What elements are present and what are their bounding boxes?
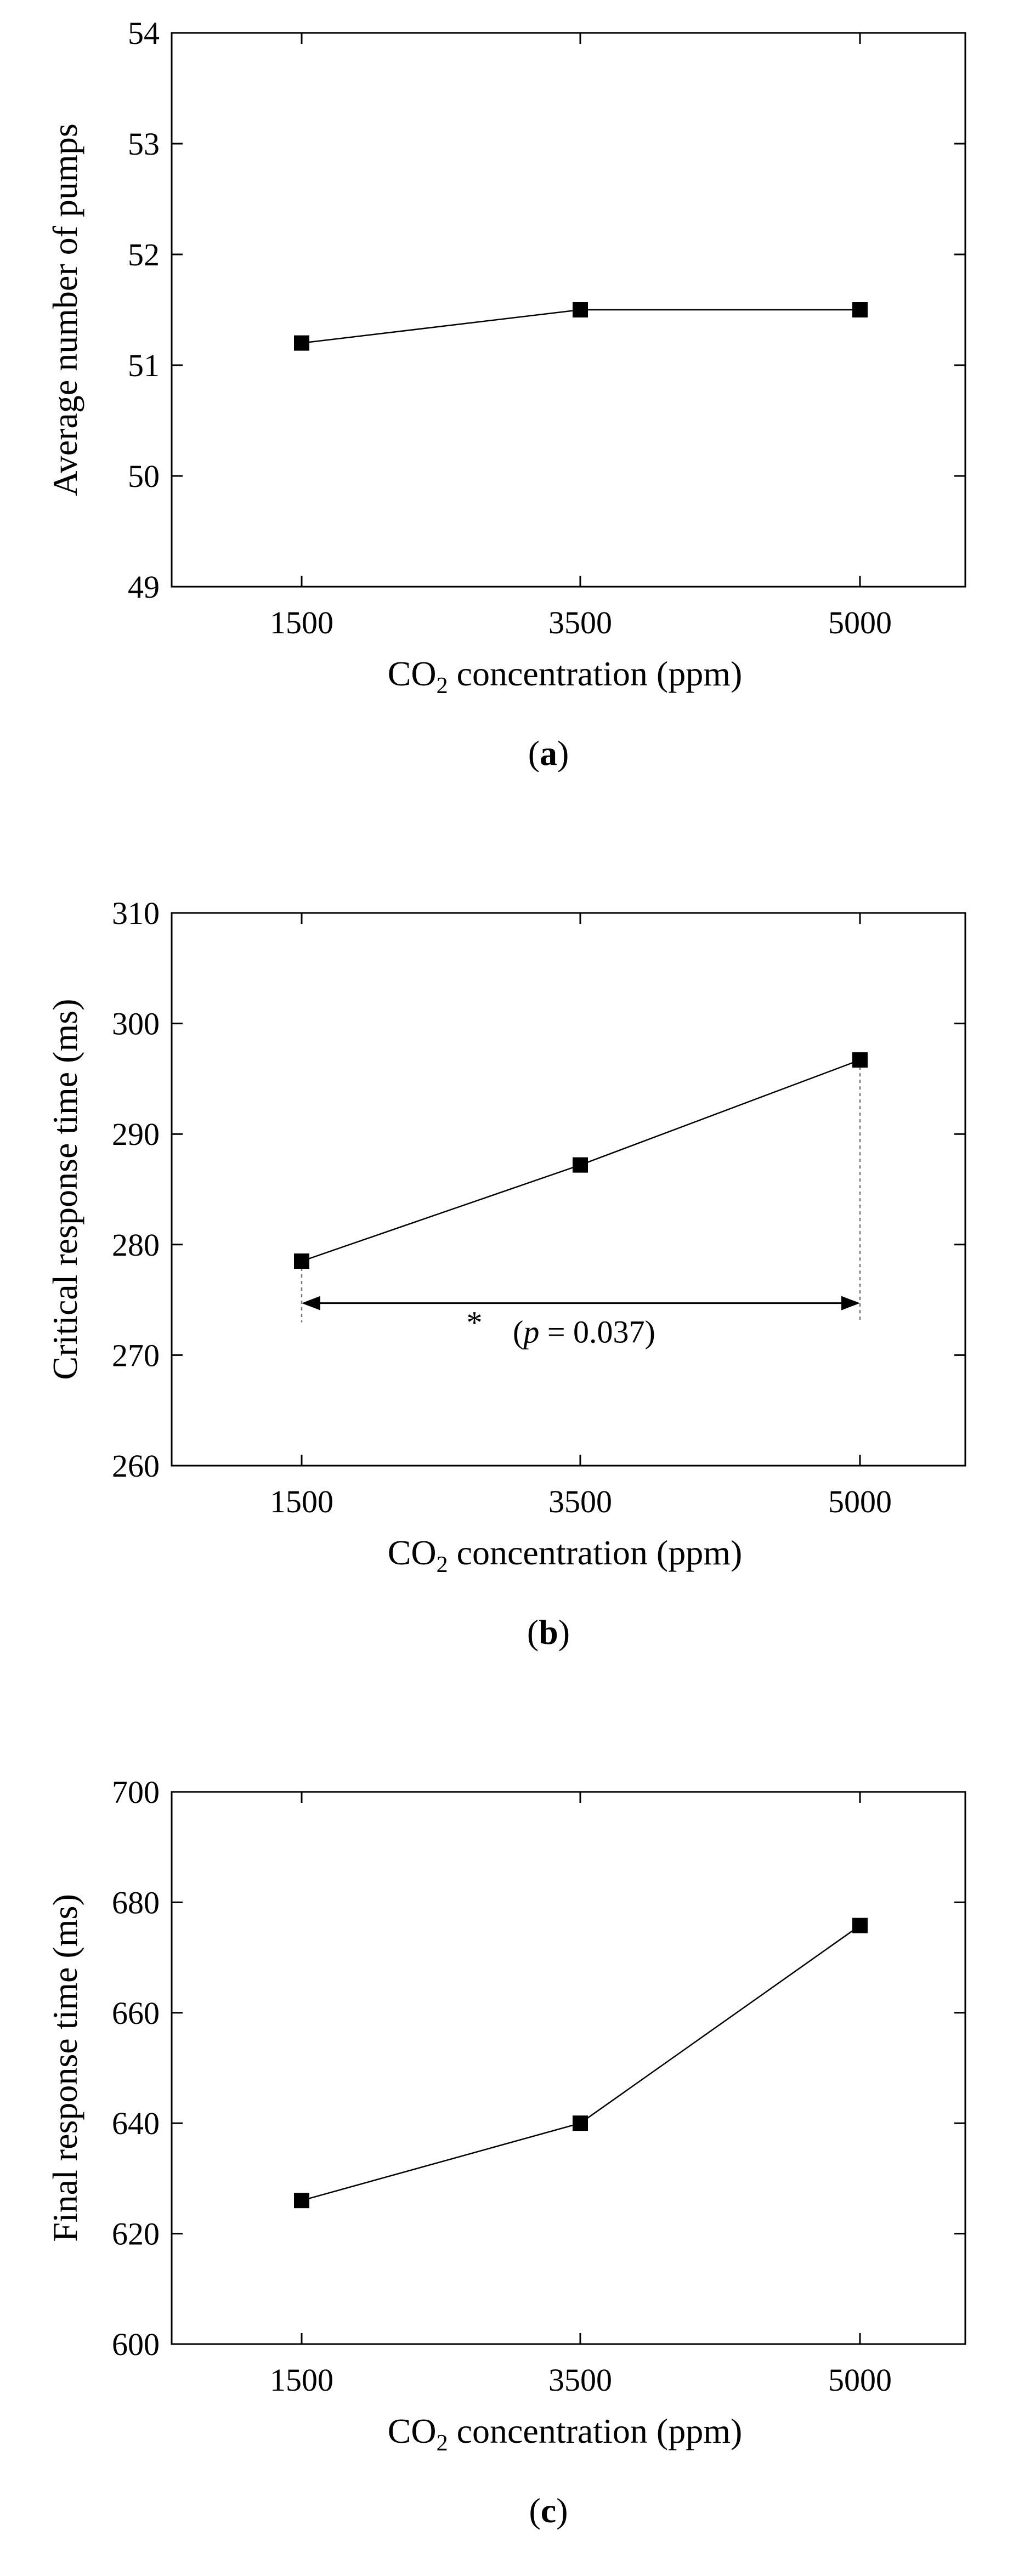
data-point — [294, 335, 309, 351]
x-tick-label: 5000 — [828, 1484, 892, 1519]
data-point — [294, 2193, 309, 2209]
data-point — [573, 1157, 588, 1173]
x-axis-label: CO2 concentration (ppm) — [388, 654, 743, 699]
data-point — [573, 302, 588, 317]
y-tick-label: 51 — [128, 348, 160, 383]
y-tick-label: 290 — [112, 1116, 160, 1152]
data-point — [573, 2115, 588, 2131]
x-tick-label: 5000 — [828, 2362, 892, 2398]
y-tick-label: 260 — [112, 1448, 160, 1484]
chart-panel-b: 260 270 280 290 300 310 1500 3500 5000 * (p = 0.03… — [46, 895, 966, 1652]
arrow-head-right — [841, 1296, 860, 1310]
y-tick-label: 54 — [128, 15, 160, 51]
y-tick-label: 50 — [128, 458, 160, 494]
chart-panel-a: 49 50 51 52 53 54 1500 3500 5000 Average number o… — [46, 15, 966, 773]
y-tick-label: 660 — [112, 1995, 160, 2031]
x-tick-label: 3500 — [548, 2362, 612, 2398]
panel-label: (b) — [527, 1613, 570, 1652]
plot-frame — [171, 32, 966, 588]
series-line — [301, 1925, 861, 2201]
data-point — [852, 302, 868, 317]
panel-label: (a) — [528, 734, 569, 773]
significance-star: * — [467, 1305, 483, 1341]
plot-frame — [171, 912, 966, 1467]
x-tick-label: 1500 — [270, 1484, 333, 1519]
y-tick-label: 700 — [112, 1774, 160, 1810]
y-tick-label: 49 — [128, 569, 160, 605]
y-axis-label: Average number of pumps — [46, 123, 84, 496]
y-tick-label: 640 — [112, 2106, 160, 2141]
y-tick-label: 53 — [128, 126, 160, 162]
y-tick-label: 270 — [112, 1337, 160, 1373]
y-tick-label: 620 — [112, 2216, 160, 2252]
y-tick-label: 600 — [112, 2327, 160, 2362]
y-tick-label: 52 — [128, 237, 160, 273]
y-tick-label: 280 — [112, 1227, 160, 1263]
chart-panel-c: 600 620 640 660 680 700 1500 3500 5000 Final resp… — [46, 1774, 966, 2530]
x-tick-label: 5000 — [828, 605, 892, 640]
x-tick-label: 1500 — [270, 2362, 333, 2398]
arrow-head-left — [302, 1296, 320, 1310]
data-point — [294, 1253, 309, 1269]
x-tick-label: 3500 — [548, 605, 612, 640]
x-tick-label: 1500 — [270, 605, 333, 640]
p-value-label: (p = 0.037) — [513, 1314, 655, 1350]
y-tick-label: 310 — [112, 895, 160, 931]
y-tick-label: 680 — [112, 1885, 160, 1920]
data-point — [852, 1917, 868, 1933]
data-point — [852, 1052, 868, 1068]
x-axis-label: CO2 concentration (ppm) — [388, 1533, 743, 1578]
x-axis-label: CO2 concentration (ppm) — [388, 2412, 743, 2456]
panel-label: (c) — [529, 2491, 568, 2530]
y-axis-label: Final response time (ms) — [46, 1894, 84, 2242]
plot-frame — [171, 1791, 966, 2345]
y-tick-label: 300 — [112, 1006, 160, 1042]
x-tick-label: 3500 — [548, 1484, 612, 1519]
y-axis-label: Critical response time (ms) — [46, 999, 84, 1380]
